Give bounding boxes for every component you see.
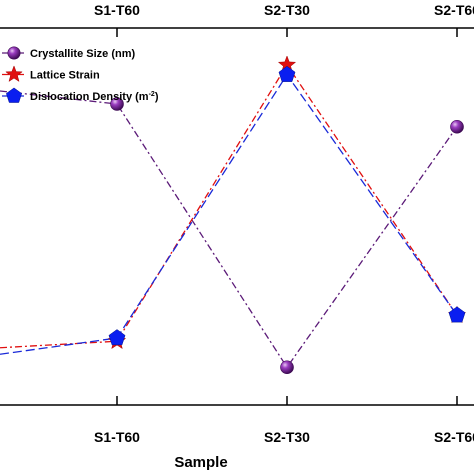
top-tick-label: S1-T60	[94, 2, 140, 18]
data-point-pentagon	[278, 65, 296, 82]
data-point-pentagon	[448, 306, 466, 323]
data-point-pentagon	[108, 329, 126, 346]
legend-marker-sphere	[7, 46, 21, 60]
series-line-star	[0, 63, 458, 349]
series-line-sphere	[0, 90, 458, 369]
data-point-sphere	[110, 97, 124, 111]
bottom-tick-label: S1-T60	[94, 429, 140, 445]
legend-marker-star	[5, 65, 23, 82]
top-x-axis: S1-T60 S2-T30 S2-T60	[94, 2, 474, 37]
plot-frame	[0, 27, 474, 406]
series-markers	[107, 55, 467, 375]
top-tick-label: S2-T30	[264, 2, 310, 18]
series-lines	[0, 63, 458, 369]
legend-marker-pentagon	[6, 87, 22, 103]
series-line-pentagon	[0, 73, 458, 355]
legend-item: Dislocation Density (m-2)	[2, 87, 159, 103]
legend-label: Lattice Strain	[30, 70, 100, 82]
legend-item: Crystallite Size (nm)	[2, 46, 135, 60]
top-tick-label: S2-T60	[434, 2, 474, 18]
legend-item: Lattice Strain	[2, 65, 100, 82]
bottom-tick-label: S2-T30	[264, 429, 310, 445]
bottom-tick-label: S2-T60	[434, 429, 474, 445]
bottom-x-axis: S1-T60 S2-T30 S2-T60	[94, 396, 474, 445]
legend-label: Crystallite Size (nm)	[30, 48, 135, 60]
legend-label: Dislocation Density (m-2)	[30, 91, 159, 103]
x-axis-title: Sample	[174, 454, 227, 471]
legend: Crystallite Size (nm) Lattice Strain Dislo…	[2, 46, 159, 103]
data-point-sphere	[280, 360, 294, 375]
data-point-sphere	[450, 119, 464, 134]
